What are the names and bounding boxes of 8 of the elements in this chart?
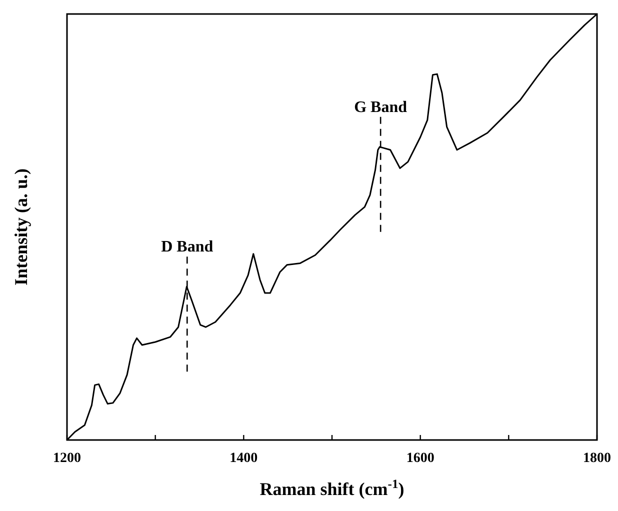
x-tick-label: 1800	[583, 451, 611, 466]
annotation: G Band	[354, 98, 408, 116]
x-tick-label: 1200	[53, 451, 81, 466]
annotation: D Band	[161, 238, 214, 256]
x-tick-label: 1400	[230, 451, 258, 466]
x-tick-label: 1600	[406, 451, 434, 466]
x-axis-title: Raman shift (cm$^{-1}$)	[260, 477, 404, 499]
y-axis-title: Intensity (a. u.)	[11, 168, 31, 286]
